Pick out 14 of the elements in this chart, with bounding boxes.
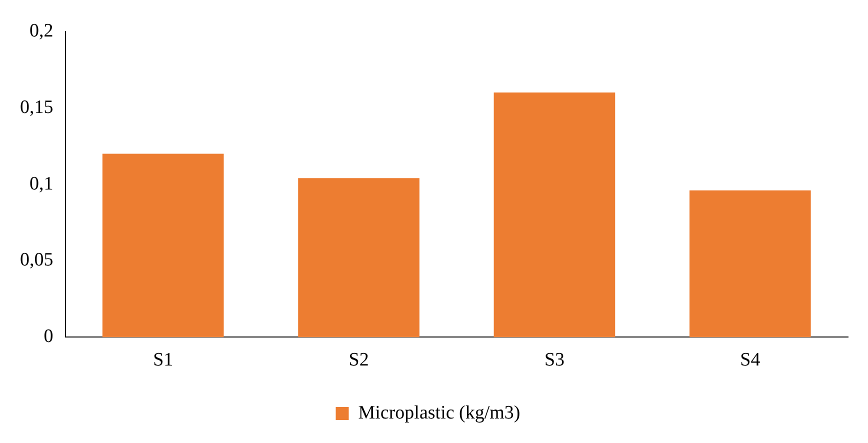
legend-label: Microplastic (kg/m3) (358, 402, 520, 424)
x-tick-label: S3 (544, 350, 565, 371)
bar (298, 178, 420, 338)
bar (689, 190, 811, 338)
y-tick-label: 0,2 (30, 20, 54, 42)
y-tick-label: 0,05 (20, 250, 54, 271)
y-tick-label: 0 (44, 326, 54, 348)
x-tick-label: S4 (740, 350, 761, 371)
bar (494, 92, 616, 338)
x-tick-label: S2 (348, 350, 369, 371)
y-tick-label: 0,15 (20, 96, 54, 118)
x-tick-label: S1 (153, 350, 174, 371)
y-tick-label: 0,1 (30, 173, 54, 194)
bar (102, 154, 224, 338)
